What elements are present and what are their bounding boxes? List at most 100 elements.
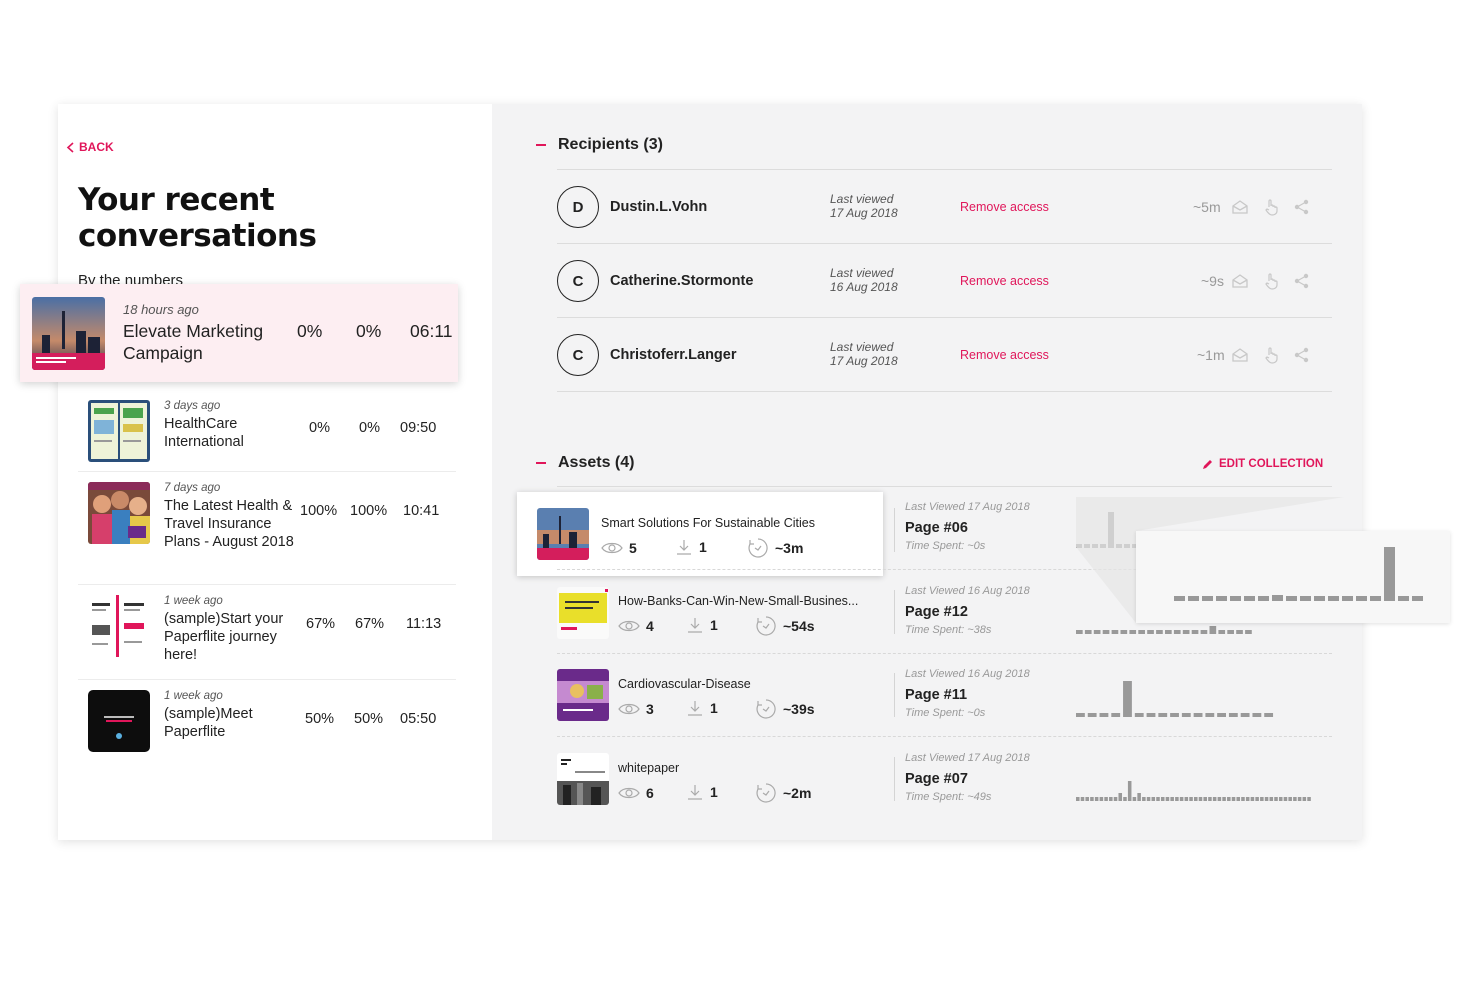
conversation-item[interactable]: 3 days ago HealthCare International 0% 0… [88, 400, 458, 470]
recipients-header[interactable]: Recipients (3) [536, 136, 663, 154]
conversation-title: Elevate Marketing Campaign [123, 321, 264, 363]
chart-bar [1123, 681, 1132, 717]
chart-bar [1184, 797, 1189, 801]
chart-bar [1384, 547, 1395, 601]
chart-bar [1216, 596, 1227, 601]
conversation-stat-1: 50% [305, 711, 335, 727]
chart-bar [1288, 797, 1292, 801]
chart-bar [1202, 596, 1213, 601]
remove-access-link[interactable]: Remove access [960, 348, 1049, 362]
conversation-stat-2: 0% [356, 321, 382, 341]
view-duration: ~5m [1193, 199, 1221, 215]
divider [78, 471, 456, 472]
chart-bar [1227, 797, 1231, 801]
conversation-time: 18 hours ago [123, 302, 199, 317]
hand-pointer-icon[interactable] [1262, 198, 1280, 216]
hand-pointer-icon[interactable] [1262, 346, 1280, 364]
chart-bar [1146, 713, 1156, 717]
remove-access-link[interactable]: Remove access [960, 274, 1049, 288]
chart-bar [1090, 797, 1094, 801]
asset-time-spent: Time Spent: ~49s [905, 791, 992, 803]
asset-thumbnail [557, 669, 609, 721]
chart-bar [1120, 630, 1128, 634]
last-viewed: Last viewed 17 Aug 2018 [830, 192, 898, 220]
chart-bar [1370, 596, 1381, 601]
share-icon[interactable] [1293, 198, 1311, 216]
chart-bar [1085, 797, 1089, 801]
asset-row[interactable]: Cardiovascular-Disease 3 1 ~39s Last Vie… [492, 659, 1362, 741]
conversation-stat-1: 0% [309, 420, 330, 436]
conversation-item[interactable]: 7 days ago The Latest Health & Travel In… [88, 482, 458, 578]
asset-page: Page #06 [905, 520, 968, 536]
conversation-time: 3 days ago [164, 400, 221, 412]
remove-access-link[interactable]: Remove access [960, 200, 1049, 214]
divider [78, 584, 456, 585]
chart-bar [1272, 595, 1283, 601]
download-icon [688, 701, 702, 716]
assets-heading: Assets (4) [558, 454, 635, 471]
chart-bar [1200, 630, 1208, 634]
chart-bar [1111, 630, 1119, 634]
chart-bar [1156, 797, 1160, 801]
assets-header[interactable]: Assets (4) [536, 454, 634, 472]
divider [557, 169, 1332, 170]
divider [894, 508, 895, 552]
asset-views: 5 [601, 540, 637, 556]
asset-row[interactable]: How-Banks-Can-Win-New-Small-Busines... 4… [492, 576, 1362, 658]
chart-bar [1212, 797, 1217, 801]
asset-row[interactable]: whitepaper 6 1 ~2m Last Viewed 17 Aug 20… [492, 743, 1362, 825]
conversation-duration: 10:41 [403, 503, 440, 519]
chart-bar [1286, 596, 1297, 601]
view-duration: ~1m [1197, 347, 1225, 363]
chart-bar [1076, 797, 1080, 801]
timer-icon [756, 699, 776, 719]
share-icon[interactable] [1293, 272, 1311, 290]
chart-bar [1260, 797, 1264, 801]
chart-bar [1194, 797, 1198, 801]
chart-bar [1258, 596, 1269, 601]
conversation-stat-2: 0% [359, 420, 380, 436]
chart-bar [1160, 797, 1165, 801]
chart-bar [1182, 630, 1190, 634]
timer-icon [756, 783, 776, 803]
chart-bar [1129, 630, 1137, 634]
chart-bar [1191, 630, 1199, 634]
download-icon [688, 618, 702, 633]
chart-bar [1222, 797, 1226, 801]
chart-bar [1250, 797, 1255, 801]
asset-page: Page #11 [905, 687, 968, 703]
share-icon[interactable] [1293, 346, 1311, 364]
recipient-row: D Dustin.L.Vohn Last viewed 17 Aug 2018 R… [557, 170, 1332, 244]
chart-bar [1314, 596, 1325, 601]
conversation-item[interactable]: 1 week ago (sample)Start your Paperflite… [88, 595, 458, 677]
back-button[interactable]: BACK [66, 140, 114, 154]
asset-last-viewed: Last Viewed 16 Aug 2018 [905, 585, 1030, 597]
chart-bar [1188, 596, 1199, 601]
divider [557, 391, 1332, 392]
conversation-item[interactable]: 18 hours ago Elevate Marketing Campaign … [20, 284, 458, 382]
open-envelope-icon[interactable] [1231, 346, 1249, 364]
open-envelope-icon[interactable] [1231, 272, 1249, 290]
chart-bar [1264, 797, 1269, 801]
chart-bar [1087, 713, 1097, 717]
chart-bar [1255, 797, 1259, 801]
conversation-title: HealthCare International [164, 416, 244, 450]
chart-bar [1230, 596, 1241, 601]
divider [557, 317, 1332, 318]
conversation-stat-2: 100% [350, 503, 388, 519]
chart-bar [1193, 713, 1203, 717]
hand-pointer-icon[interactable] [1262, 272, 1280, 290]
asset-name: Smart Solutions For Sustainable Cities [601, 516, 815, 530]
timer-icon [748, 538, 768, 558]
edit-collection-button[interactable]: EDIT COLLECTION [1202, 458, 1323, 470]
asset-page: Page #12 [905, 604, 968, 620]
chart-bar [1084, 630, 1092, 634]
conversation-thumbnail [88, 595, 150, 657]
conversations-panel: BACK Your recent conversations By the nu… [20, 104, 492, 840]
asset-row[interactable]: Smart Solutions For Sustainable Cities 5… [517, 492, 883, 576]
conversation-item[interactable]: 1 week ago (sample)Meet Paperflite 50% 5… [88, 690, 458, 752]
open-envelope-icon[interactable] [1231, 198, 1249, 216]
page-views-chart [1076, 626, 1252, 634]
chart-bar [1132, 797, 1137, 801]
chart-bar [1217, 797, 1222, 801]
